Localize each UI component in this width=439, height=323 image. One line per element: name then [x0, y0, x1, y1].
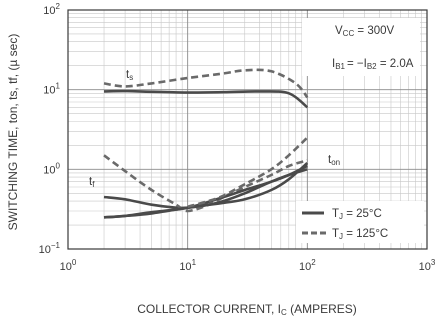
- tf-curve-label: tf: [89, 176, 95, 189]
- x-tick-label: 100: [60, 258, 77, 273]
- x-tick-label: 102: [299, 258, 316, 273]
- ton-solid-curve: [103, 162, 309, 219]
- x-tick-label: 103: [419, 258, 436, 273]
- y-tick-label: 102: [43, 2, 60, 17]
- legend-bg: [296, 201, 424, 243]
- legend-item-25c: TJ = 25°C: [332, 208, 382, 221]
- ts-dashed-curve: [103, 68, 309, 99]
- tick-labels: 100 101 102 103 10−1 100 101 102: [39, 2, 436, 273]
- y-tick-label: 10−1: [39, 241, 61, 256]
- ts-solid-curve: [103, 89, 309, 109]
- ton-dashed-curve: [187, 136, 309, 208]
- series-curves: [103, 68, 309, 219]
- y-axis-label: SWITCHING TIME, ton, ts, tf, (µ sec): [6, 34, 20, 231]
- conditions-box-bg: [302, 18, 420, 76]
- x-tick-label: 101: [179, 258, 196, 273]
- ton-solid-curve: [103, 164, 308, 219]
- ton-curve-label: ton: [328, 154, 340, 167]
- x-axis-label: COLLECTOR CURRENT, IC (AMPERES): [137, 302, 357, 317]
- y-tick-label: 100: [43, 161, 60, 176]
- plot-frame: [67, 9, 428, 250]
- ib-condition: IB1 = −IB2 = 2.0A: [332, 58, 414, 71]
- vcc-condition: VCC = 300V: [335, 25, 395, 38]
- legend-item-125c: TJ = 125°C: [332, 228, 388, 241]
- y-tick-label: 101: [43, 82, 60, 97]
- ts-curve-label: ts: [126, 69, 133, 82]
